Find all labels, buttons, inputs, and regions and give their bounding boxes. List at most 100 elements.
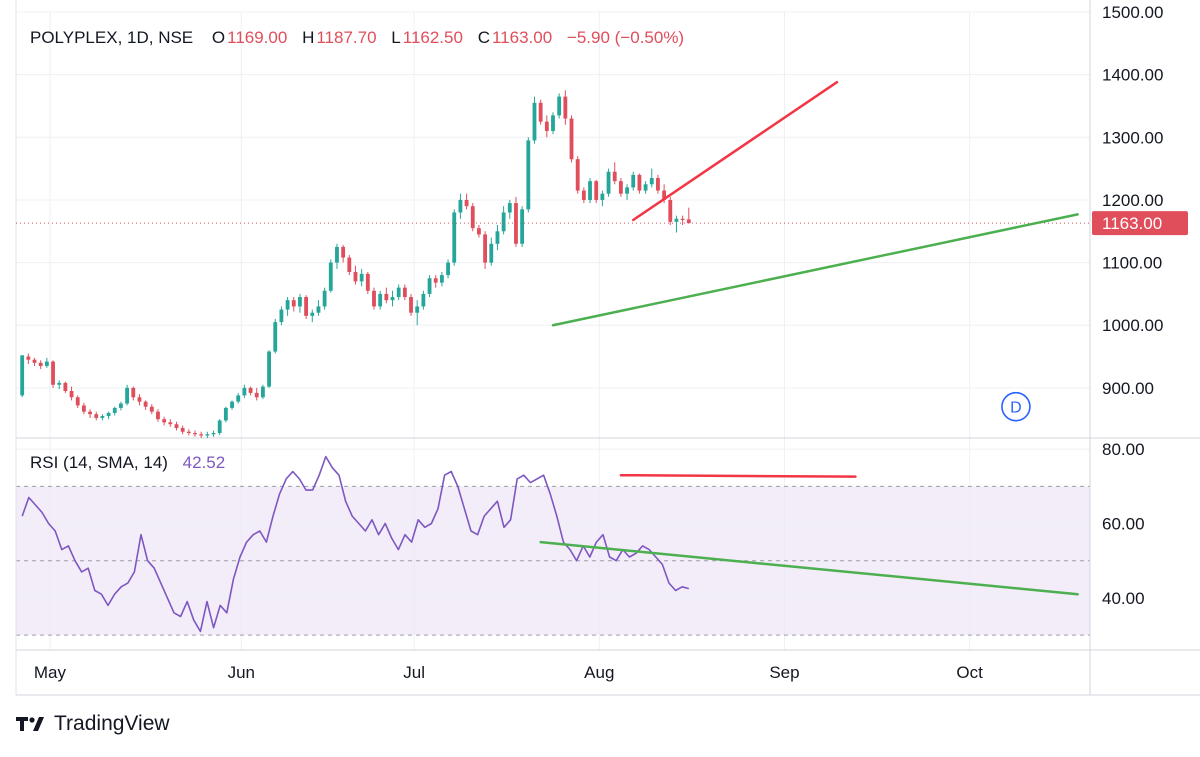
candle (520, 209, 525, 244)
price-tick-label: 1300.00 (1102, 128, 1163, 147)
candle (335, 246, 339, 263)
candle (402, 287, 407, 298)
rsi-legend: RSI (14, SMA, 14) 42.52 (30, 453, 227, 473)
candle (643, 184, 648, 191)
candle (458, 199, 463, 213)
candle (88, 411, 92, 415)
tradingview-name: TradingView (54, 712, 170, 735)
candle (285, 300, 290, 310)
candle (353, 271, 358, 282)
candle (168, 422, 173, 425)
candle (81, 405, 86, 412)
candle (409, 297, 413, 313)
candle (526, 140, 531, 210)
candle (649, 178, 654, 185)
candle (341, 246, 346, 258)
time-tick-label-aug: Aug (584, 663, 614, 682)
candle (322, 290, 327, 307)
candle (637, 174, 642, 191)
candle (594, 181, 599, 200)
candle (625, 187, 629, 194)
candle (618, 181, 623, 194)
candle (489, 243, 494, 263)
candle (230, 401, 234, 408)
candle (236, 395, 241, 402)
candle (26, 356, 31, 360)
candle (514, 203, 518, 244)
rsi-label: RSI (14, SMA, 14) (30, 453, 168, 472)
candle (291, 300, 296, 307)
candle (384, 293, 389, 301)
candle (316, 306, 321, 313)
ohlc-legend: POLYPLEX, 1D, NSE O 1169.00 H 1187.70 L 116… (30, 28, 686, 48)
candle (631, 174, 636, 188)
low-label: L (391, 28, 401, 47)
open-label: O (211, 28, 226, 47)
candle (680, 218, 685, 220)
candle (538, 102, 543, 122)
candle (279, 309, 284, 323)
candle (75, 397, 80, 406)
price-tick-label: 900.00 (1102, 379, 1154, 398)
candle (390, 297, 395, 301)
candle (149, 406, 154, 412)
candle (38, 362, 43, 366)
candle (223, 407, 228, 421)
candle (446, 262, 450, 276)
time-tick-label-jul: Jul (403, 663, 425, 682)
price-tick-label: 1500.00 (1102, 3, 1163, 22)
candle (421, 293, 426, 307)
candle (606, 171, 611, 194)
candle (600, 193, 605, 200)
candle (581, 190, 586, 200)
candle (217, 420, 222, 433)
candle (131, 387, 136, 398)
candle (464, 199, 469, 207)
candle (668, 199, 673, 222)
dividend-marker-label: D (1010, 400, 1022, 417)
tradingview-branding[interactable]: TradingView (16, 710, 170, 738)
candle (100, 416, 105, 418)
rsi-tick-label: 60.00 (1102, 515, 1145, 534)
candle (569, 118, 574, 160)
candle (501, 212, 506, 232)
candle (94, 414, 99, 418)
candle (328, 262, 333, 291)
open-value: 1169.00 (227, 28, 288, 47)
rsi-value: 42.52 (182, 453, 226, 472)
candle (365, 273, 370, 291)
candle (162, 419, 167, 423)
candle (656, 178, 660, 191)
candle (495, 231, 500, 244)
time-tick-label-sep: Sep (769, 663, 799, 682)
candle (674, 218, 679, 222)
candle (359, 273, 364, 282)
candle (507, 203, 512, 213)
rsi-tick-label: 80.00 (1102, 440, 1145, 459)
candle (254, 392, 259, 398)
candle (612, 171, 617, 182)
candle (63, 382, 68, 392)
candle (199, 434, 204, 436)
candle (544, 121, 549, 132)
candle (563, 96, 568, 119)
candles-group (20, 90, 691, 438)
candle (242, 387, 247, 396)
candle (51, 361, 55, 385)
candle (32, 359, 37, 363)
close-value: 1163.00 (491, 28, 553, 47)
candle (304, 297, 309, 316)
price-trendline-green (551, 213, 1079, 327)
candle (662, 190, 667, 200)
candle (143, 401, 148, 407)
symbol-label: POLYPLEX, 1D, NSE (30, 28, 194, 47)
candle (298, 297, 302, 307)
rsi-tick-label: 40.00 (1102, 589, 1145, 608)
price-trendline-red (631, 80, 839, 222)
candle (452, 212, 457, 263)
candle (69, 391, 74, 398)
price-tick-label: 1400.00 (1102, 66, 1163, 85)
candle (439, 275, 444, 283)
